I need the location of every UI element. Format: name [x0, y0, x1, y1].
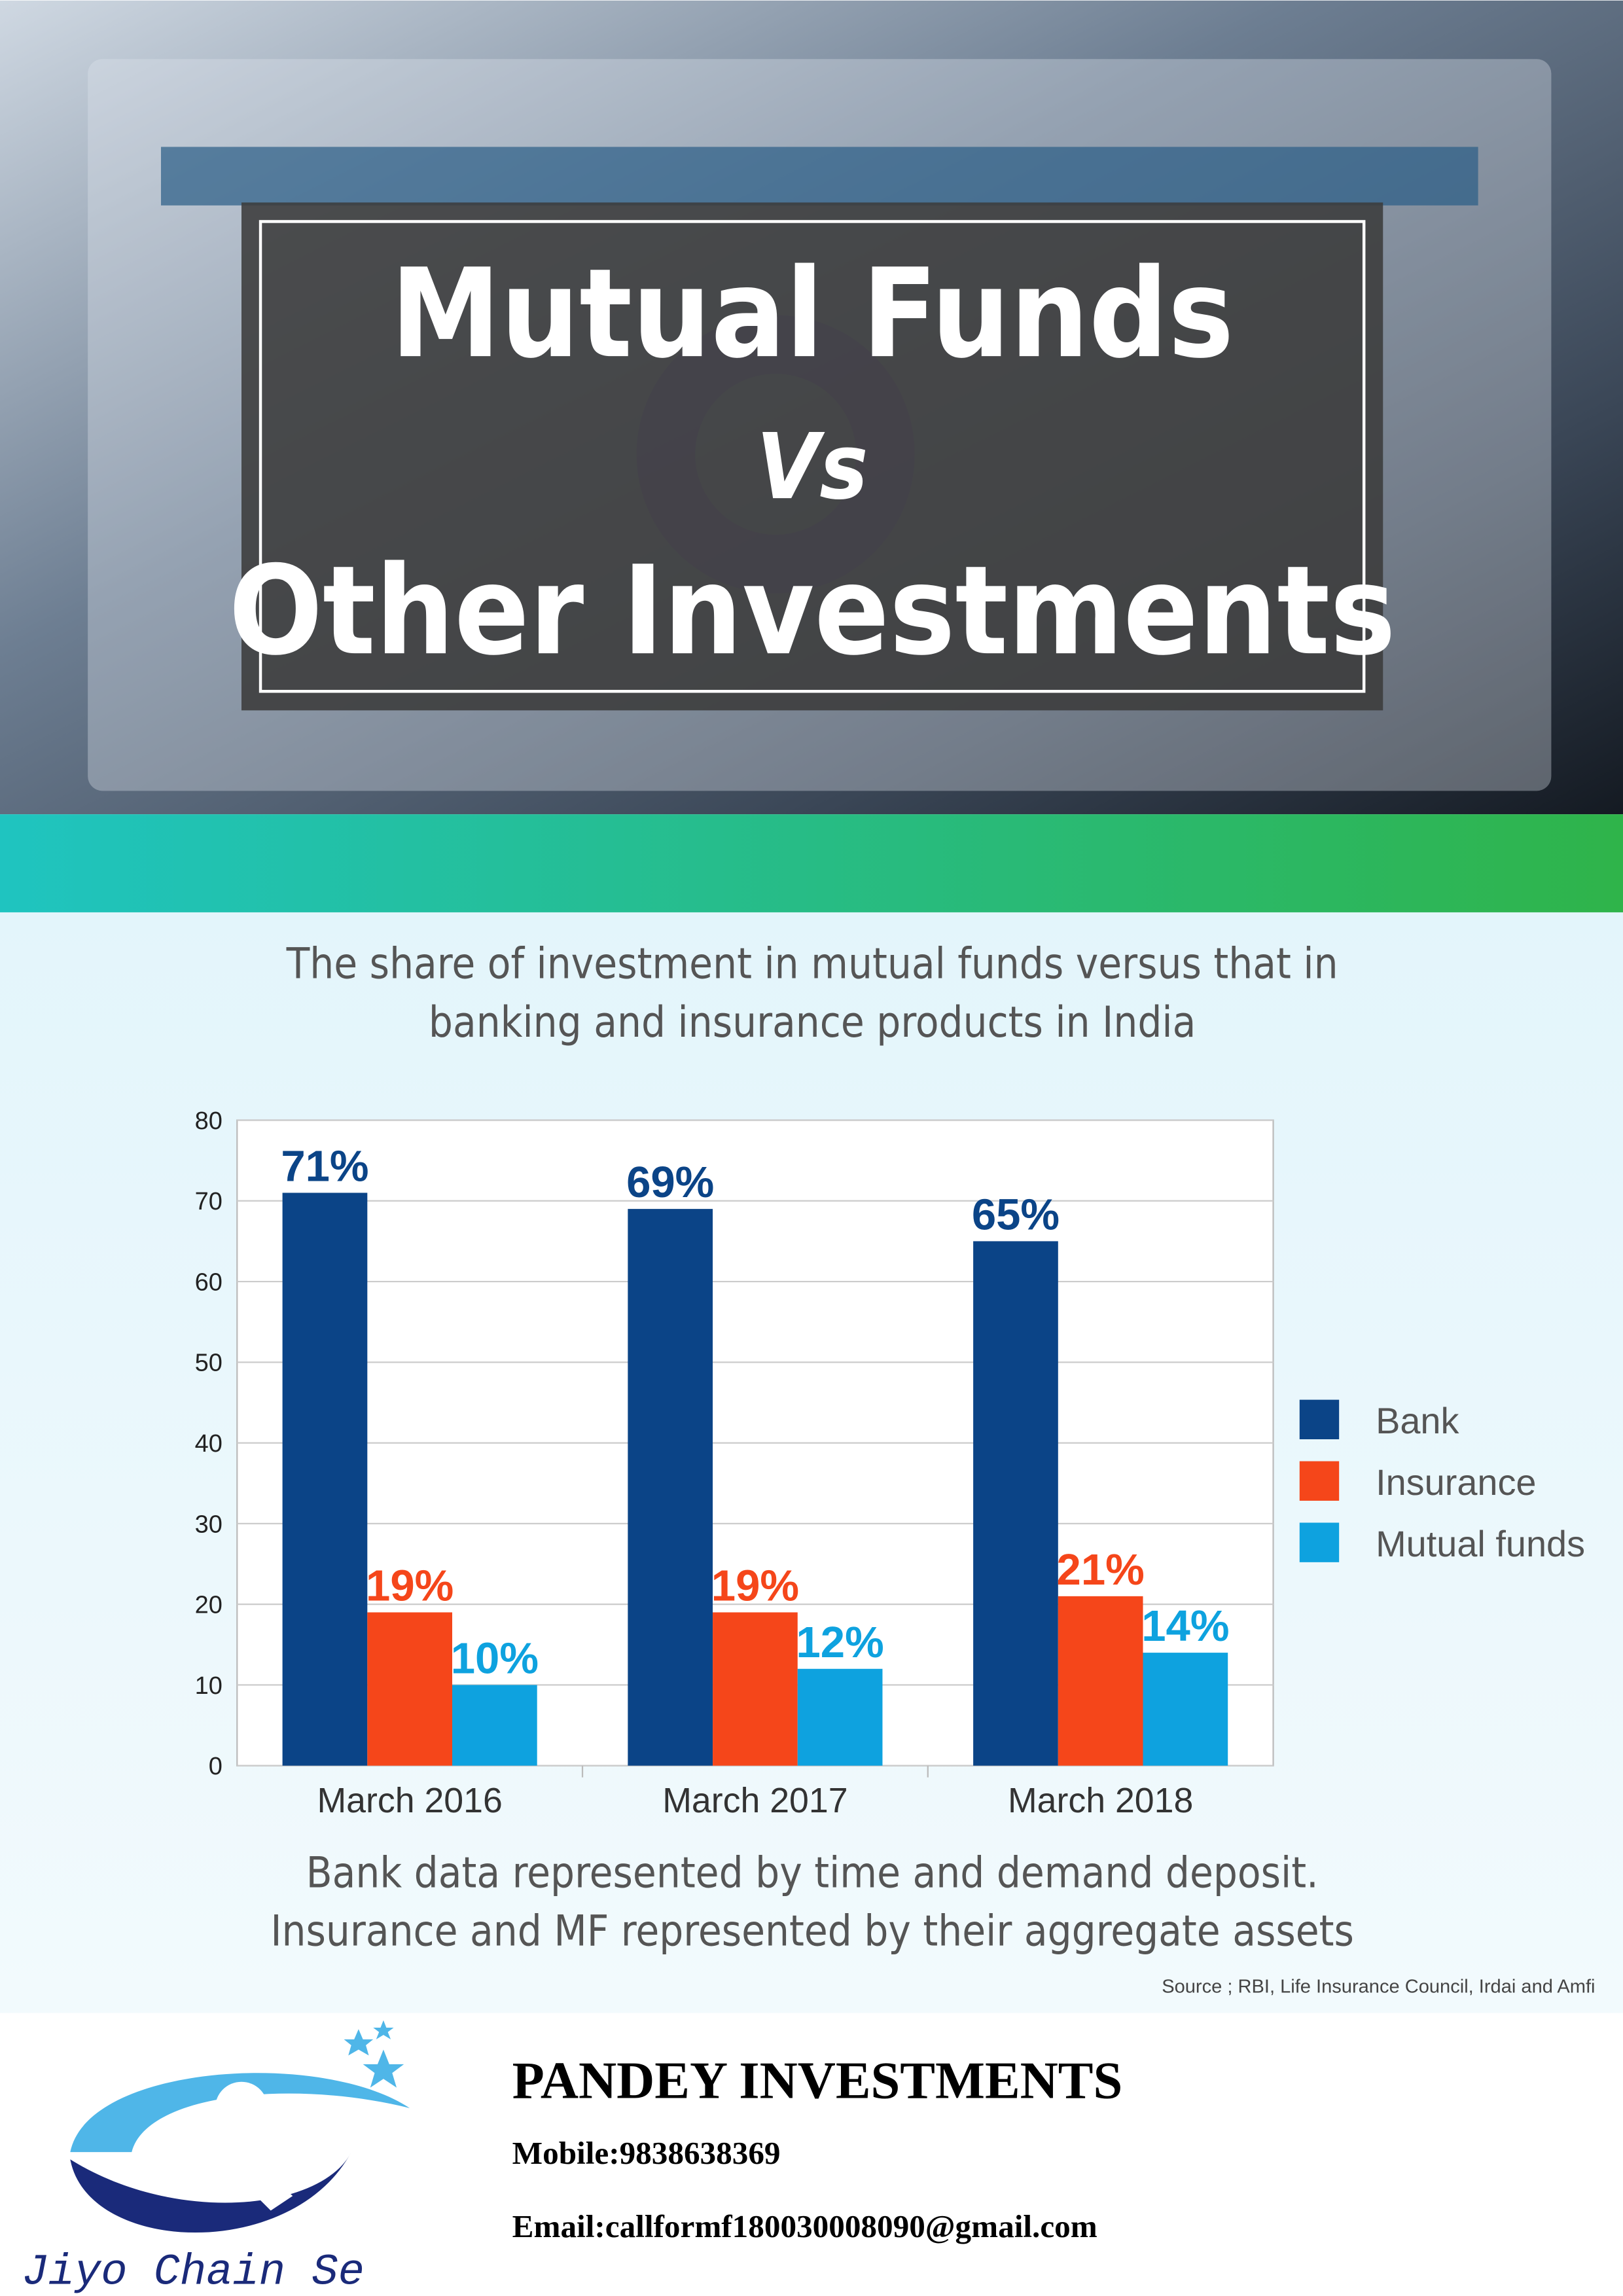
- legend-label: Insurance: [1376, 1462, 1536, 1503]
- tagline: Jiyo Chain Se: [22, 2248, 365, 2296]
- bar: [973, 1241, 1058, 1766]
- y-tick-label: 60: [195, 1268, 223, 1296]
- value-label: 65%: [972, 1191, 1060, 1240]
- bar: [282, 1193, 368, 1766]
- y-tick-label: 20: [195, 1592, 223, 1619]
- bar: [713, 1612, 798, 1766]
- legend-swatch: [1299, 1461, 1340, 1501]
- title-frame: [259, 220, 1366, 693]
- logo-star: [363, 2049, 404, 2088]
- y-tick-label: 0: [209, 1753, 223, 1780]
- logo-swoosh: [70, 2152, 351, 2233]
- bar: [628, 1209, 713, 1766]
- y-tick-label: 80: [195, 1107, 223, 1135]
- y-tick-label: 10: [195, 1672, 223, 1700]
- chart-title: banking and insurance products in India: [429, 998, 1196, 1047]
- chart-note: Insurance and MF represented by their ag…: [270, 1907, 1354, 1956]
- legend-label: Mutual funds: [1376, 1523, 1585, 1564]
- value-label: 14%: [1141, 1602, 1229, 1651]
- bar: [1058, 1596, 1143, 1766]
- x-tick-label: March 2016: [317, 1781, 502, 1820]
- chart: 0 10 20 30 40 50 60 70 80 March 2016 71% 19% 10% Marc…: [195, 1107, 1585, 1820]
- bar: [452, 1685, 537, 1766]
- screen-nav: [160, 147, 1478, 206]
- legend-label: Bank: [1376, 1400, 1459, 1441]
- logo-figure: [205, 2130, 293, 2211]
- y-tick-label: 50: [195, 1350, 223, 1377]
- logo-star: [344, 2029, 374, 2056]
- value-label: 12%: [796, 1618, 883, 1667]
- value-label: 19%: [366, 1562, 454, 1611]
- bar: [367, 1612, 453, 1766]
- y-tick-label: 30: [195, 1511, 223, 1538]
- value-label: 10%: [451, 1634, 539, 1683]
- title-box: [241, 202, 1383, 711]
- value-label: 19%: [711, 1562, 799, 1611]
- y-tick-label: 40: [195, 1430, 223, 1458]
- bar: [1143, 1653, 1228, 1766]
- logo-figure: [215, 2081, 268, 2135]
- x-tick-label: March 2018: [1008, 1781, 1193, 1820]
- mobile: Mobile:9838638369: [512, 2135, 781, 2171]
- legend-swatch: [1299, 1522, 1340, 1562]
- company: PANDEY INVESTMENTS: [512, 2051, 1123, 2109]
- chart-note: Bank data represented by time and demand…: [306, 1848, 1319, 1897]
- bar: [797, 1668, 883, 1766]
- x-tick-label: March 2017: [662, 1781, 847, 1820]
- source: Source ; RBI, Life Insurance Council, Ir…: [1162, 1976, 1595, 1997]
- logo-star: [373, 2020, 394, 2039]
- logo: [70, 2020, 410, 2233]
- value-label: 71%: [281, 1142, 368, 1191]
- logo-swoosh: [70, 2073, 410, 2153]
- value-label: 21%: [1057, 1545, 1145, 1594]
- title-line: Other Investments: [228, 540, 1395, 683]
- title-line: Mutual Funds: [391, 243, 1234, 386]
- chart-title: The share of investment in mutual funds …: [286, 940, 1338, 989]
- value-label: 69%: [626, 1158, 714, 1207]
- y-tick-label: 70: [195, 1188, 223, 1215]
- title-line: Vs: [757, 414, 868, 520]
- color-band: [0, 814, 1623, 912]
- legend-swatch: [1299, 1399, 1340, 1440]
- email: Email:callformf180030008090@gmail.com: [512, 2208, 1097, 2244]
